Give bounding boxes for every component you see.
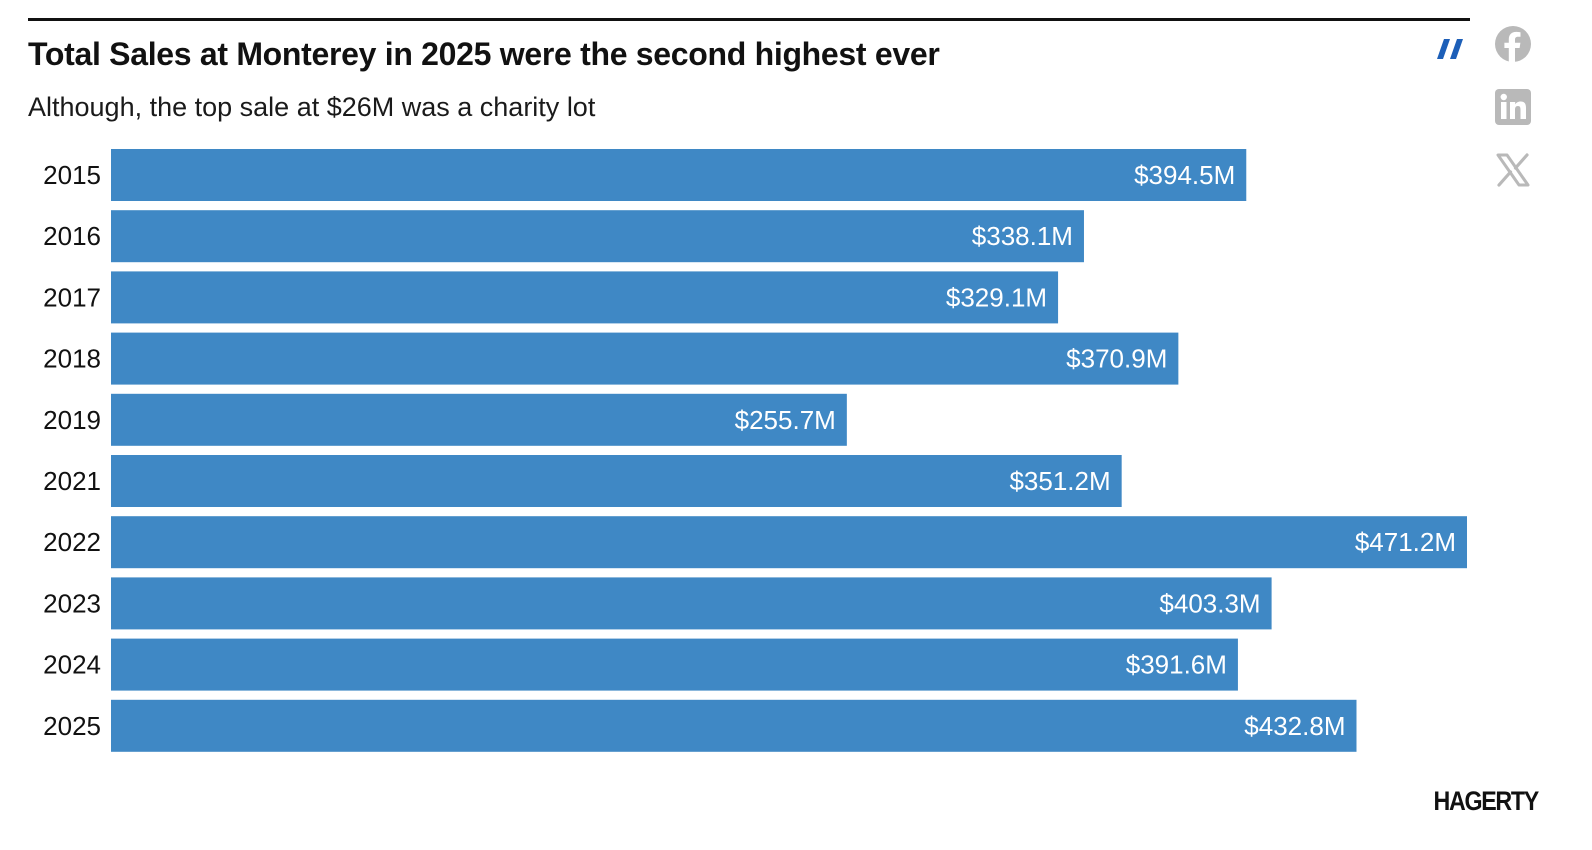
value-label-2022: $471.2M [1355,527,1456,557]
hagerty-logo: HAGERTY [1433,786,1539,816]
value-label-2018: $370.9M [1066,344,1167,374]
bar-2019 [111,393,847,446]
top-rule [28,18,1470,21]
category-label-2022: 2022 [43,527,101,557]
bar-2015 [111,149,1247,201]
facebook-icon[interactable] [1494,25,1532,63]
category-label-2019: 2019 [43,405,101,435]
category-label-2018: 2018 [43,344,101,374]
value-label-2021: $351.2M [1009,466,1110,496]
linkedin-icon[interactable] [1494,88,1532,126]
category-label-2021: 2021 [43,466,101,496]
value-label-2023: $403.3M [1159,588,1260,618]
bar-2021 [111,455,1122,507]
bar-2017 [111,271,1059,324]
value-label-2016: $338.1M [972,221,1073,251]
category-label-2016: 2016 [43,221,101,251]
category-label-2025: 2025 [43,711,101,741]
bar-2024 [111,638,1238,691]
bar-2018 [111,332,1179,385]
chart-title: Total Sales at Monterey in 2025 were the… [28,36,940,72]
x-icon[interactable] [1494,151,1532,189]
bar-2022 [111,516,1467,569]
value-label-2015: $394.5M [1134,160,1235,190]
value-label-2019: $255.7M [735,405,836,435]
hagerty-mark-icon [1437,39,1463,59]
chart-subtitle: Although, the top sale at $26M was a cha… [28,92,596,122]
category-label-2024: 2024 [43,650,101,680]
category-label-2017: 2017 [43,282,101,312]
bar-2025 [111,699,1357,752]
category-label-2015: 2015 [43,160,101,190]
bar-2016 [111,210,1084,263]
value-label-2025: $432.8M [1244,711,1345,741]
category-label-2023: 2023 [43,588,101,618]
value-label-2024: $391.6M [1126,650,1227,680]
bar-2023 [111,577,1272,630]
value-label-2017: $329.1M [946,282,1047,312]
